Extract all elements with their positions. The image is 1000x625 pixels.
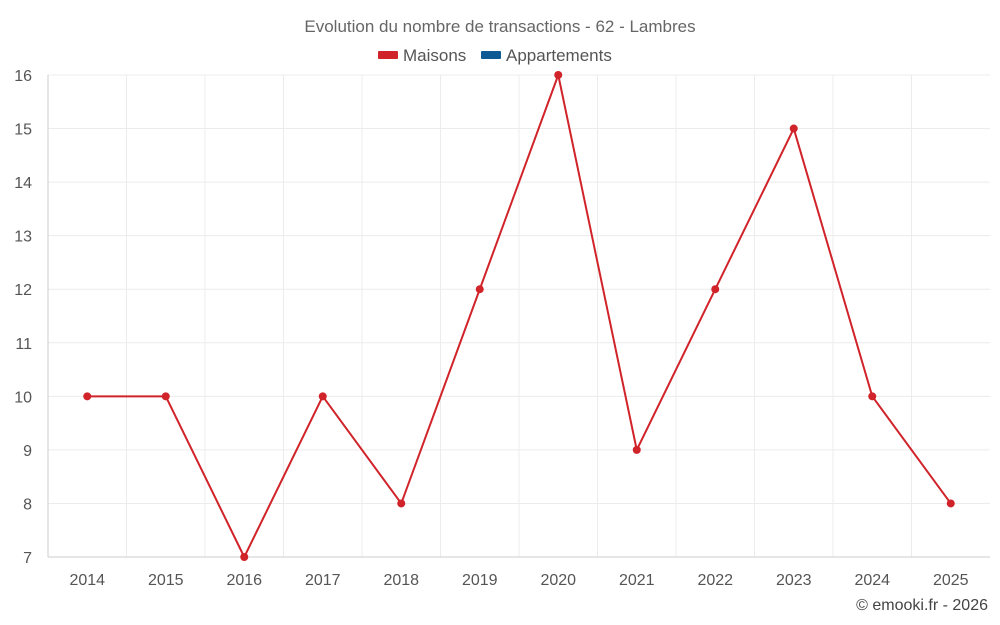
y-tick-label: 15 xyxy=(14,122,32,139)
x-tick-label: 2016 xyxy=(226,572,262,589)
legend-swatch-appartements xyxy=(481,51,501,59)
y-tick-label: 13 xyxy=(14,229,32,246)
y-tick-label: 7 xyxy=(23,550,32,567)
y-tick-label: 12 xyxy=(14,282,32,299)
y-tick-label: 11 xyxy=(15,336,32,353)
credit-text: © emooki.fr - 2026 xyxy=(856,597,988,614)
grid xyxy=(48,74,990,557)
data-point[interactable] xyxy=(161,392,170,401)
y-tick-label: 8 xyxy=(23,496,32,513)
x-tick-label: 2019 xyxy=(462,572,498,589)
series-layer xyxy=(83,71,955,561)
data-point[interactable] xyxy=(789,124,798,133)
x-tick-label: 2018 xyxy=(383,572,419,589)
data-point[interactable] xyxy=(397,499,406,508)
x-tick-label: 2022 xyxy=(697,572,733,589)
chart-title: Evolution du nombre de transactions - 62… xyxy=(304,17,695,36)
x-tick-label: 2021 xyxy=(619,572,655,589)
legend-label-appartements: Appartements xyxy=(506,46,612,65)
series-line-maisons xyxy=(87,74,952,558)
legend-label-maisons: Maisons xyxy=(403,46,466,65)
y-tick-label: 10 xyxy=(14,389,32,406)
data-point[interactable] xyxy=(868,392,877,401)
y-tick-label: 16 xyxy=(14,68,32,85)
legend: Maisons Appartements xyxy=(378,46,612,65)
x-tick-label: 2020 xyxy=(540,572,576,589)
legend-swatch-maisons xyxy=(378,51,398,59)
y-tick-label: 14 xyxy=(14,175,32,192)
data-point[interactable] xyxy=(318,392,327,401)
data-point[interactable] xyxy=(240,553,249,561)
x-tick-label: 2015 xyxy=(148,572,184,589)
data-point[interactable] xyxy=(946,499,955,508)
legend-item-appartements[interactable]: Appartements xyxy=(481,46,612,65)
x-tick-label: 2024 xyxy=(854,572,890,589)
data-point[interactable] xyxy=(475,285,484,294)
data-point[interactable] xyxy=(83,392,92,401)
x-tick-label: 2023 xyxy=(776,572,812,589)
axes: 7 8 9 10 11 12 13 14 15 16 2014 2015 2016 2017 2018 201… xyxy=(14,68,990,589)
x-tick-label: 2017 xyxy=(305,572,341,589)
x-tick-label: 2014 xyxy=(69,572,105,589)
x-tick-label: 2025 xyxy=(933,572,969,589)
data-point[interactable] xyxy=(554,71,563,79)
legend-item-maisons[interactable]: Maisons xyxy=(378,46,466,65)
data-point[interactable] xyxy=(711,285,720,294)
y-tick-label: 9 xyxy=(23,443,32,460)
data-point[interactable] xyxy=(632,445,641,454)
